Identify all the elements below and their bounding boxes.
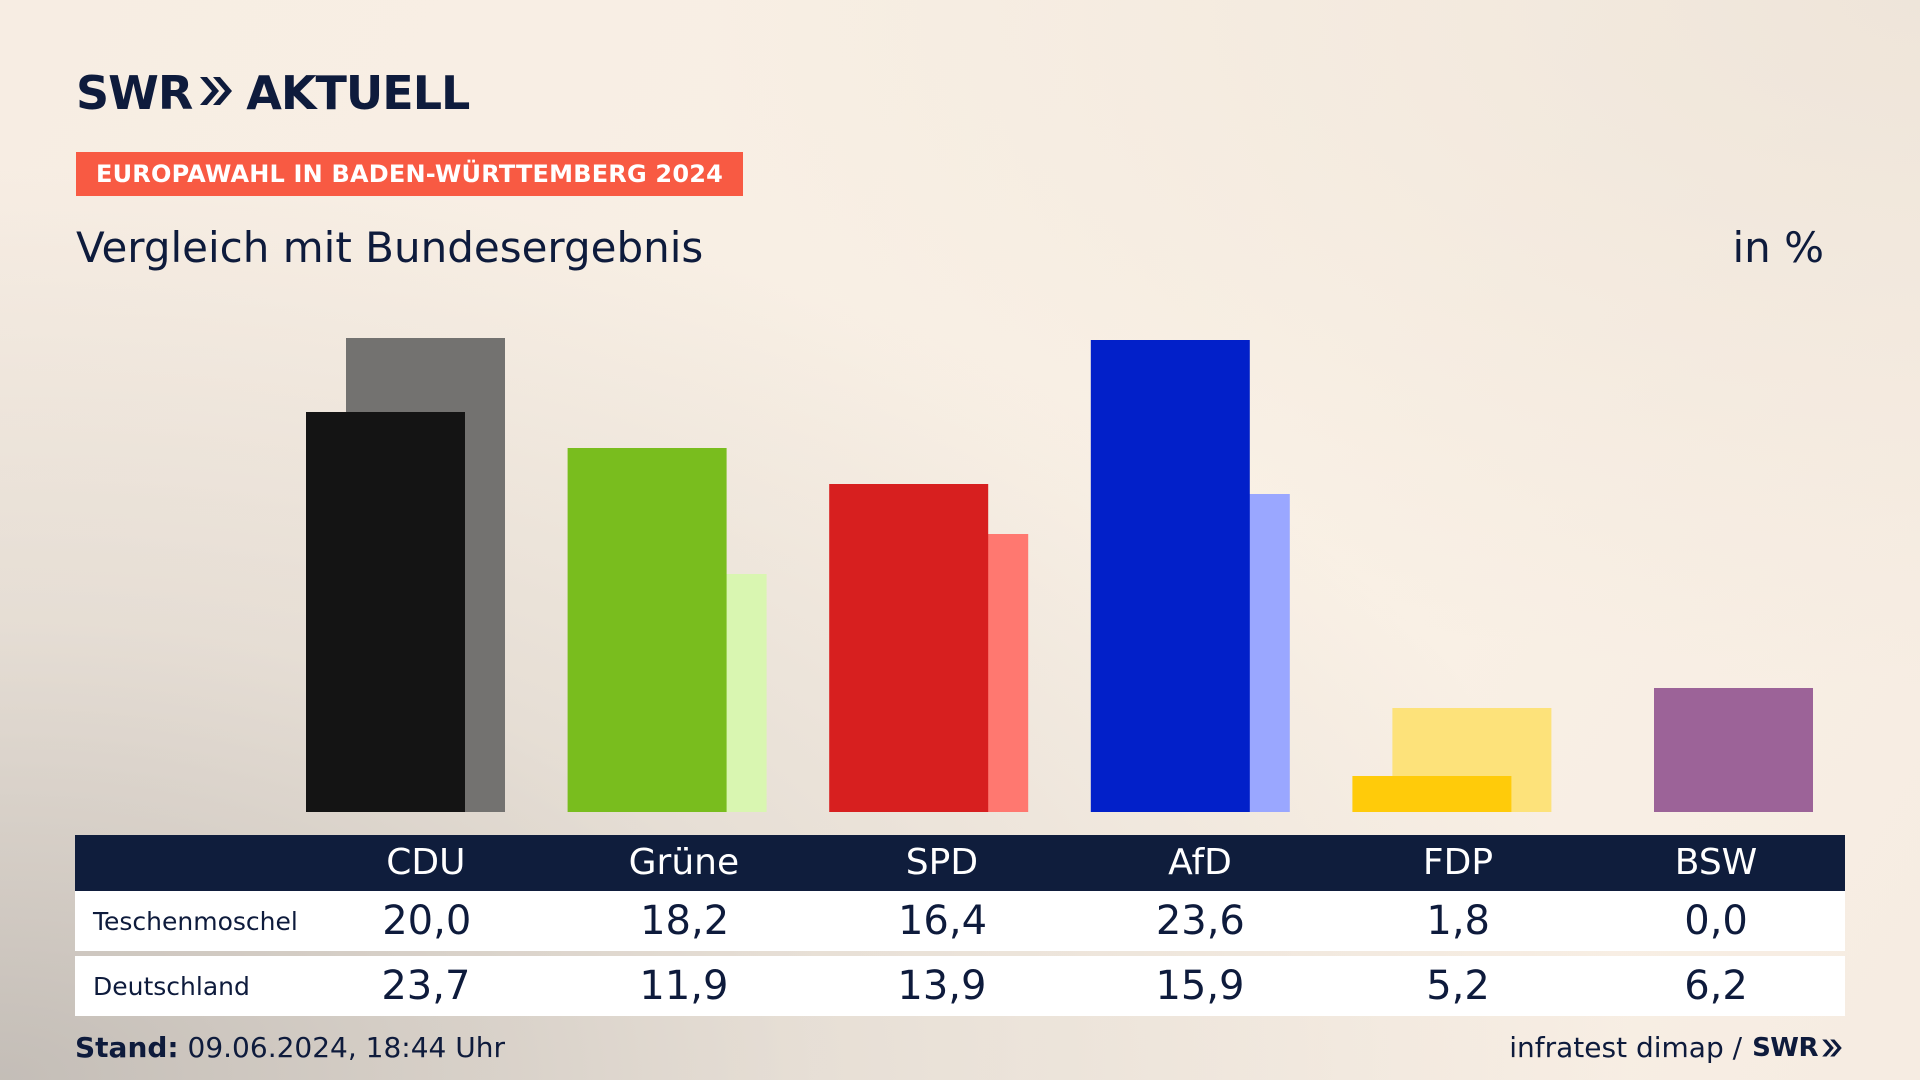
- value-deutschland-cdu: 23,7: [381, 963, 471, 1009]
- small-double-chevron-icon: [1822, 1039, 1842, 1057]
- value-teschenmoschel-spd: 16,4: [897, 898, 988, 944]
- bar-teschenmoschel-cdu: [306, 412, 465, 812]
- category-label-bsw: BSW: [1674, 842, 1758, 883]
- value-deutschland-fdp: 5,2: [1426, 963, 1490, 1009]
- value-teschenmoschel-bsw: 0,0: [1684, 898, 1748, 944]
- table-header: CDU Grüne SPD AfD FDP BSW: [75, 835, 1845, 891]
- unit-label: in %: [1732, 223, 1824, 272]
- table-row-local: Teschenmoschel 20,0 18,2 16,4 23,6 1,8 0,0: [75, 891, 1845, 951]
- timestamp: Stand: 09.06.2024, 18:44 Uhr: [75, 1028, 505, 1068]
- results-table: CDU Grüne SPD AfD FDP BSW Teschenmoschel 20,0…: [75, 835, 1845, 1016]
- stand-label: Stand:: [75, 1031, 179, 1064]
- double-chevron-icon: [198, 73, 234, 113]
- logo-swr-text: SWR: [76, 66, 193, 120]
- row-label-local: Teschenmoschel: [93, 906, 298, 936]
- category-label-gruene: Grüne: [628, 842, 740, 883]
- swr-small-logo: SWR: [1752, 1028, 1844, 1068]
- category-label-cdu: CDU: [386, 842, 466, 883]
- swr-small-text: SWR: [1752, 1033, 1818, 1063]
- bar-chart: [306, 338, 1813, 812]
- election-badge: EUROPAWAHL IN BADEN-WÜRTTEMBERG 2024: [76, 152, 744, 196]
- header-empty-cell: [75, 835, 297, 891]
- table-row-national: Deutschland 23,7 11,9 13,9 15,9 5,2 6,2: [75, 956, 1845, 1016]
- stand-value: 09.06.2024, 18:44 Uhr: [187, 1031, 505, 1064]
- logo-aktuell-text: AKTUELL: [246, 66, 470, 120]
- value-deutschland-bsw: 6,2: [1684, 963, 1748, 1009]
- bar-teschenmoschel-spd: [829, 484, 989, 812]
- source-text: infratest dimap /: [1509, 1031, 1743, 1064]
- value-teschenmoschel-afd: 23,6: [1155, 898, 1245, 944]
- category-label-spd: SPD: [905, 842, 979, 883]
- bar-teschenmoschel-afd: [1090, 340, 1250, 812]
- value-teschenmoschel-fdp: 1,8: [1426, 898, 1491, 944]
- source-credit: infratest dimap / SWR: [1509, 1028, 1844, 1068]
- value-deutschland-spd: 13,9: [897, 963, 987, 1009]
- category-label-fdp: FDP: [1422, 842, 1494, 883]
- value-deutschland-gruene: 11,9: [639, 963, 729, 1009]
- category-label-afd: AfD: [1168, 842, 1232, 883]
- bar-teschenmoschel-gruene: [567, 448, 727, 812]
- chart-subtitle: Vergleich mit Bundesergebnis: [76, 223, 704, 272]
- bar-deutschland-bsw: [1654, 688, 1813, 812]
- swr-aktuell-logo: SWR AKTUELL: [76, 66, 470, 120]
- row-label-national: Deutschland: [93, 971, 250, 1001]
- value-teschenmoschel-cdu: 20,0: [382, 898, 472, 944]
- bar-teschenmoschel-fdp: [1352, 776, 1512, 812]
- value-deutschland-afd: 15,9: [1155, 963, 1245, 1009]
- value-teschenmoschel-gruene: 18,2: [640, 898, 730, 944]
